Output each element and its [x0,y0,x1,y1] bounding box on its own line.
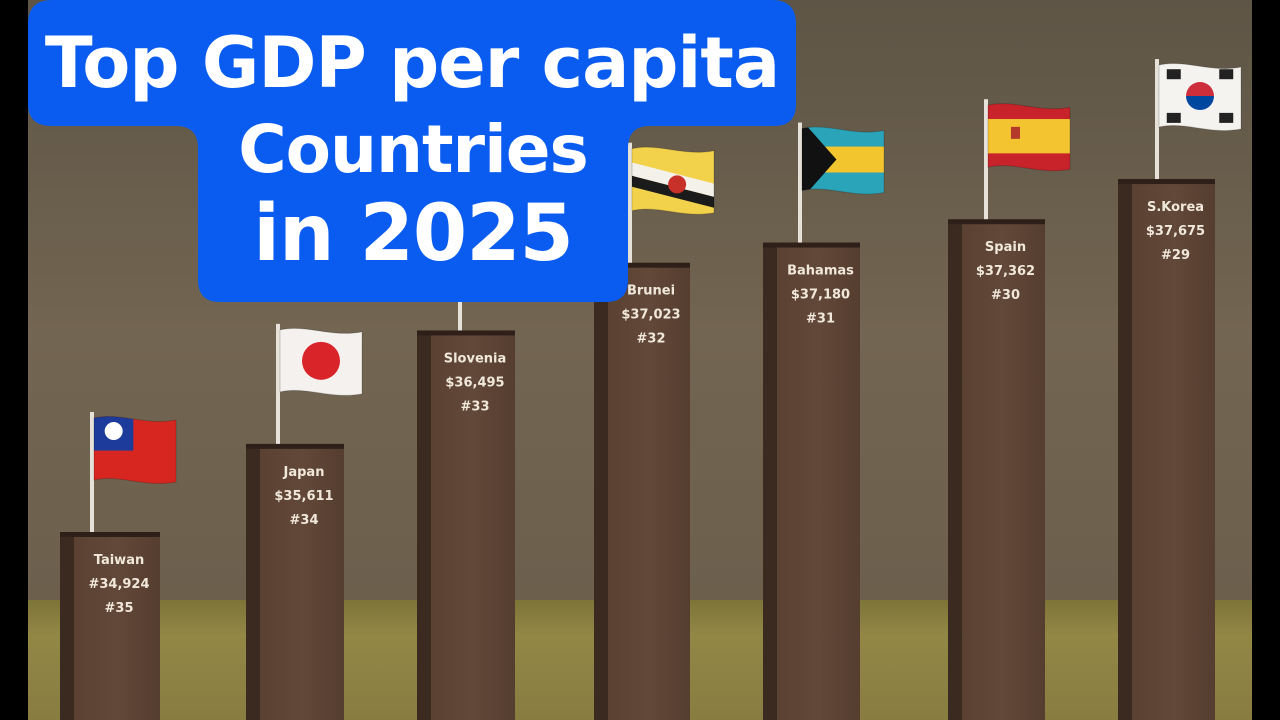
bar-side [246,445,260,720]
category-label: Taiwan [94,553,144,568]
bar [962,223,1045,720]
bahamas-flag-icon [798,122,885,243]
category-label: Bahamas [787,264,854,279]
bahamas-flag-icon-cloth [802,127,884,195]
bar-group-skorea: S.Korea $37,675 #29 [1118,179,1215,720]
flagpole [798,122,802,243]
value-label: $35,611 [274,489,333,504]
bar-top [60,532,160,537]
black-border-left [0,0,28,720]
bar [1132,183,1215,720]
flagpole [458,210,462,331]
flagpole [984,99,988,220]
bar-top [948,219,1045,225]
rank-label: #33 [461,399,490,414]
bar-side [1118,181,1132,720]
bar-group-slovenia: Slovenia $36,495 #33 [417,330,515,720]
bar-group-brunei: Brunei $37,023 #32 [594,262,690,720]
value-label: $37,023 [621,308,680,323]
rank-label: #29 [1161,248,1190,263]
category-label: S.Korea [1147,200,1204,215]
bar-top [1118,179,1215,185]
category-label: Brunei [627,284,675,299]
bar-side [763,244,777,720]
rank-label: #32 [637,332,666,347]
flagpole [90,412,94,532]
bar [260,447,344,720]
bar-top [417,330,515,336]
taiwan-flag-icon [90,412,177,532]
category-label: Japan [283,465,325,480]
bar-top [763,242,860,248]
value-label: $37,180 [791,288,850,303]
bar-group-spain: Spain $37,362 #30 [948,219,1045,720]
bars-group: Taiwan #34,924 #35 Japan $35,611 #34 Slovenia $… [60,59,1242,720]
category-label: Slovenia [444,351,507,366]
bar-side [417,332,431,720]
bar [431,334,515,720]
bar-top [594,262,690,268]
bar-side [60,534,74,720]
flagpole [628,142,632,263]
japan-flag-icon [276,323,363,444]
black-border-right [1252,0,1280,720]
spain-flag-icon-cloth [988,103,1070,171]
value-label: $37,362 [976,264,1035,279]
bar [777,246,860,720]
spain-flag-icon [984,99,1071,220]
flagpole [1155,59,1159,180]
south-korea-flag-icon-cloth [1159,63,1241,131]
rank-label: #35 [105,601,134,616]
bar-top [246,443,344,449]
rank-label: #31 [806,312,835,327]
value-label: $37,675 [1146,224,1205,239]
value-label: $36,495 [445,375,504,390]
taiwan-flag-icon-cloth [94,416,176,484]
bar-group-taiwan: Taiwan #34,924 #35 [60,532,160,720]
japan-flag-icon-cloth [280,328,362,396]
rank-label: #34 [290,513,319,528]
rank-label: #30 [991,288,1020,303]
value-label: #34,924 [88,577,149,592]
bar-group-bahamas: Bahamas $37,180 #31 [763,242,860,720]
category-label: Spain [985,240,1026,255]
bar [74,536,160,720]
bar [608,266,690,720]
bar-side [594,264,608,720]
bar-side [948,221,962,720]
bar-group-japan: Japan $35,611 #34 [246,443,344,720]
flagpole [276,323,280,444]
south-korea-flag-icon [1155,59,1242,180]
